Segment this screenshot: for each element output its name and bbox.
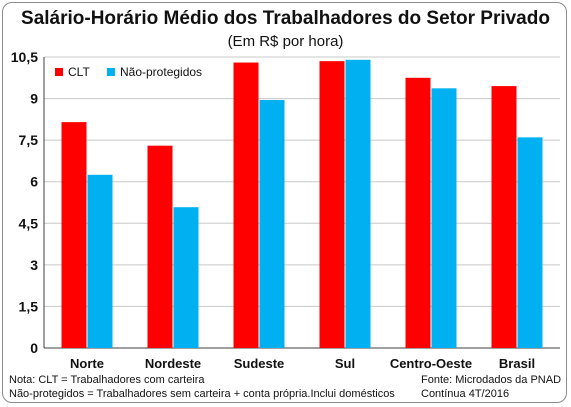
note-nao-protegidos: Não-protegidos = Trabalhadores sem carte… [9,388,395,400]
y-tick-label: 7,5 [19,132,39,148]
bar-clt [319,61,345,349]
note-clt: Nota: CLT = Trabalhadores com carteira [9,374,205,386]
bar-nao-protegidos [87,174,113,348]
source-note: Fonte: Microdados da PNAD [421,374,562,386]
x-tick-label: Norte [70,356,104,371]
bar-clt [61,122,87,348]
legend-swatch-clt [55,68,63,76]
y-tick-label: 0 [30,340,38,356]
bar-nao-protegidos [517,137,543,348]
bar-clt [405,77,431,349]
chart-title: Salário-Horário Médio dos Trabalhadores … [21,8,550,29]
y-tick-label: 1,5 [19,298,39,314]
bar-clt [147,145,173,348]
bar-clt [491,86,517,348]
x-tick-label: Sudeste [234,356,285,371]
legend-label-nao-protegidos: Não-protegidos [120,65,202,79]
x-tick-label: Centro-Oeste [390,356,472,371]
source-period: Contínua 4T/2016 [421,388,510,400]
bar-nao-protegidos [173,207,199,348]
bar-nao-protegidos [431,88,457,349]
legend-label-clt: CLT [68,65,90,79]
bar-nao-protegidos [345,59,371,349]
legend-swatch-nao-protegidos [107,68,115,76]
y-tick-label: 9 [30,91,38,107]
x-tick-label: Nordeste [145,356,201,371]
y-tick-label: 4,5 [19,215,39,231]
x-tick-label: Brasil [499,356,535,371]
bar-clt [233,62,259,349]
x-tick-label: Sul [335,356,355,371]
chart-subtitle: (Em R$ por hora) [227,33,344,50]
y-tick-label: 6 [30,174,38,190]
y-tick-label: 3 [30,257,38,273]
bar-nao-protegidos [259,99,285,348]
y-tick-label: 10,5 [11,49,38,65]
